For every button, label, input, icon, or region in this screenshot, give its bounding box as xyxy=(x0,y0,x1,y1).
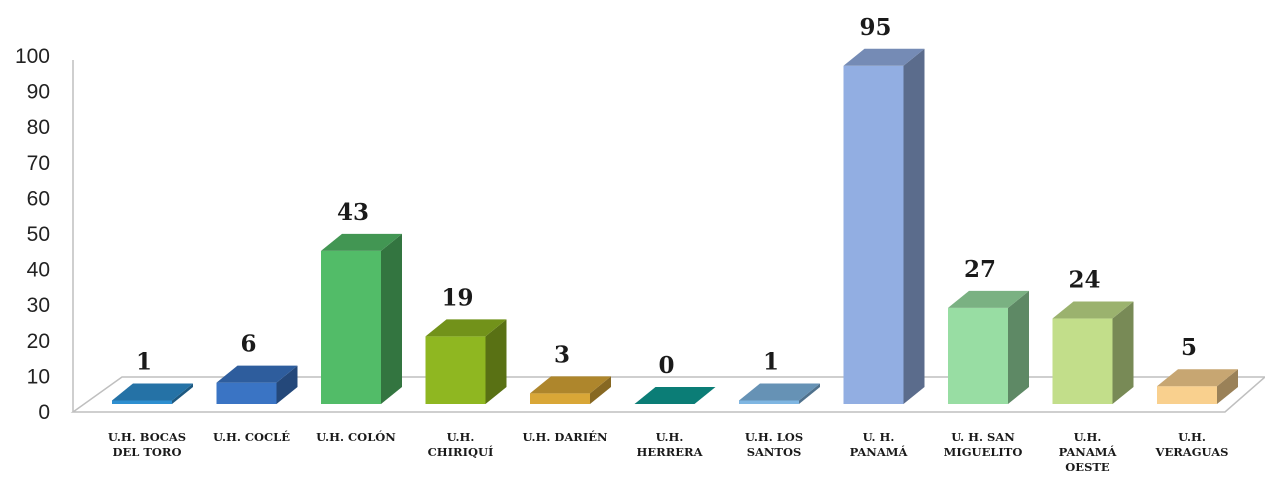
bar-top-face xyxy=(1157,369,1238,387)
bar-front-face xyxy=(425,336,486,404)
bar-top-face xyxy=(634,387,716,404)
bar-top-face xyxy=(112,383,193,401)
y-tick-label: 50 xyxy=(27,223,50,246)
y-tick-label: 90 xyxy=(27,81,50,104)
bar xyxy=(948,290,1029,404)
data-label: 1 xyxy=(136,348,152,375)
bar-side-face xyxy=(276,365,298,404)
axis-layer: 0 10 20 30 40 50 60 70 80 90 100 xyxy=(15,45,74,424)
y-tick-label: 20 xyxy=(27,330,50,353)
category-label: U.H. BOCAS DEL TORO xyxy=(108,430,186,459)
bar xyxy=(1157,369,1238,404)
category-label-layer: U.H. BOCAS DEL TORO U.H. COCLÉ U.H. COLÓN U.… xyxy=(108,430,1229,474)
bar-side-face xyxy=(1112,301,1134,404)
data-label: 0 xyxy=(658,352,674,379)
y-tick-label: 30 xyxy=(27,294,50,317)
category-label: U.H. HERRERA xyxy=(637,430,704,459)
category-label: U.H. COCLÉ xyxy=(213,430,290,444)
y-tick-label: 10 xyxy=(27,365,50,388)
bar xyxy=(425,319,507,404)
data-label: 1 xyxy=(763,348,779,375)
bar-layer xyxy=(112,48,1238,405)
bar xyxy=(530,376,611,404)
data-label: 43 xyxy=(337,199,369,226)
data-label: 6 xyxy=(240,331,256,358)
bar-side-face xyxy=(485,319,507,404)
bar-top-face xyxy=(948,290,1029,308)
bar-side-face xyxy=(1217,369,1238,404)
bar xyxy=(739,383,820,404)
bar-top-face xyxy=(530,376,611,394)
bar-side-face xyxy=(381,233,402,404)
category-label: U.H. COLÓN xyxy=(316,430,396,444)
bar-top-face xyxy=(216,365,298,383)
data-label: 27 xyxy=(964,256,996,283)
data-label: 5 xyxy=(1181,334,1197,361)
bar xyxy=(216,365,298,404)
bar-side-face xyxy=(590,376,611,404)
category-label: U.H. LOS SANTOS xyxy=(745,430,803,459)
bar-top-face xyxy=(321,233,402,251)
bar-front-face xyxy=(530,393,590,404)
bar xyxy=(321,233,402,404)
bar-front-face xyxy=(1157,386,1217,404)
bar xyxy=(1052,301,1134,404)
bar-top-face xyxy=(739,383,820,401)
category-label: U. H. PANAMÁ xyxy=(850,430,909,459)
bar-top-face xyxy=(425,319,507,337)
data-label: 3 xyxy=(554,341,570,368)
bar-top-face xyxy=(1052,301,1134,319)
bar-front-face xyxy=(948,307,1008,404)
y-tick-label: 40 xyxy=(27,259,50,282)
category-label: U.H. VERAGUAS xyxy=(1155,430,1229,459)
data-label: 19 xyxy=(441,284,473,311)
bar-top-face xyxy=(843,48,925,66)
bar xyxy=(112,383,193,404)
data-label: 24 xyxy=(1068,267,1100,294)
y-tick-label: 0 xyxy=(38,401,50,424)
y-tick-label: 80 xyxy=(27,116,50,139)
bar-front-face xyxy=(321,250,381,404)
category-label: U.H. DARIÉN xyxy=(523,430,608,444)
bar xyxy=(843,48,925,405)
bar xyxy=(634,387,716,404)
y-tick-label: 70 xyxy=(27,152,50,175)
y-tick-label: 60 xyxy=(27,187,50,210)
bar-side-face xyxy=(172,383,193,404)
bar-front-face xyxy=(843,65,904,405)
bar-side-face xyxy=(799,383,820,404)
category-label: U. H. SAN MIGUELITO xyxy=(944,430,1023,459)
category-label: U.H. CHIRIQUÍ xyxy=(428,430,494,459)
y-tick-label: 100 xyxy=(15,45,50,68)
bar-front-face xyxy=(739,400,799,404)
bar-side-face xyxy=(903,48,925,405)
label-layer: 1 6 43 19 3 0 1 95 27 24 5 xyxy=(136,14,1197,379)
bar-front-face xyxy=(112,400,172,404)
data-label: 95 xyxy=(859,14,891,41)
bar-side-face xyxy=(1008,290,1029,404)
bar-front-face xyxy=(1052,318,1113,404)
category-label: U.H. PANAMÁ OESTE xyxy=(1059,430,1118,474)
bar-front-face xyxy=(216,382,277,404)
